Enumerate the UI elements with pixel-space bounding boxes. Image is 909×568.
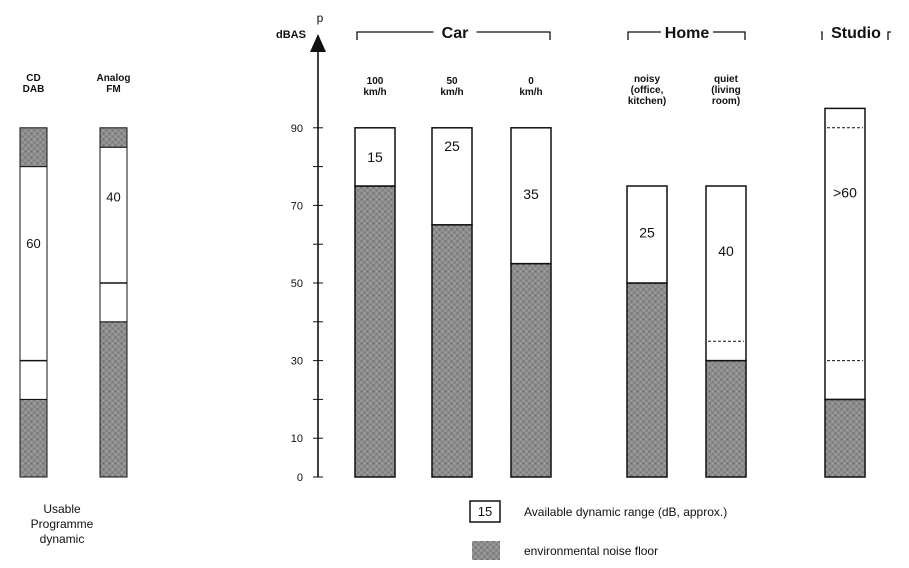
bar-noise-floor [705,359,747,478]
bar-range-label: 25 [639,225,655,241]
bar-category-label: 100 km/h [363,76,386,98]
bar-dynamic-range [824,107,866,401]
left-bar-top-band [99,127,128,148]
y-axis-label: dBAS [276,29,306,41]
legend-swatch-noise [472,541,500,560]
bar-dynamic-range [626,185,668,284]
group-title: Studio [831,25,881,42]
group-bracket-left [821,31,823,40]
legend-swatch-range [469,500,501,523]
left-bar-label: Analog FM [97,73,131,95]
left-bar-range-label: 40 [106,190,120,205]
bar-category-label: quiet (living room) [711,74,740,107]
bar-range-label: 15 [367,149,383,165]
bar-range-label: >60 [833,185,857,201]
bar-dynamic-range [354,127,396,187]
group-bracket-left [356,31,434,40]
group-title: Car [442,25,469,42]
y-tick-label: 70 [291,200,303,212]
y-tick-label: 50 [291,278,303,290]
bar-noise-floor [354,185,396,478]
bar-category-label: noisy (office, kitchen) [628,74,666,107]
left-bar-range [19,166,48,400]
bar-category-label: 50 km/h [440,76,463,98]
y-axis-symbol: p [317,11,324,25]
group-title: Home [665,25,710,42]
bar-noise-floor [824,398,866,478]
y-axis-arrow-icon [310,34,326,52]
group-bracket-right [887,31,891,40]
legend-label-noise: environmental noise floor [524,544,658,558]
bar-range-label: 35 [523,186,539,202]
left-bar-noise-floor [99,321,128,478]
bar-dynamic-range [705,185,747,362]
legend-swatch-text: 15 [478,504,492,519]
y-tick-label: 0 [297,472,303,484]
left-caption: Usable Programme dynamic [31,502,94,546]
legend-label-range: Available dynamic range (dB, approx.) [524,505,727,519]
bar-noise-floor [510,262,552,478]
left-bar-range-label: 60 [26,236,40,251]
bar-range-label: 25 [444,138,460,154]
bar-category-label: 0 km/h [519,76,542,98]
left-bar-range [99,146,128,323]
y-tick-label: 30 [291,356,303,368]
bar-noise-floor [431,224,473,478]
left-bar-noise-floor [19,398,48,478]
y-tick-label: 90 [291,123,303,135]
group-bracket-left [627,31,661,40]
y-tick-label: 10 [291,433,303,445]
bar-dynamic-range [510,127,552,265]
left-bar-top-band [19,127,48,168]
bar-dynamic-range [431,127,473,226]
bar-range-label: 40 [718,243,734,259]
bar-noise-floor [626,282,668,478]
left-bar-label: CD DAB [23,73,45,95]
group-bracket-right [476,31,551,40]
group-bracket-right [713,31,746,40]
